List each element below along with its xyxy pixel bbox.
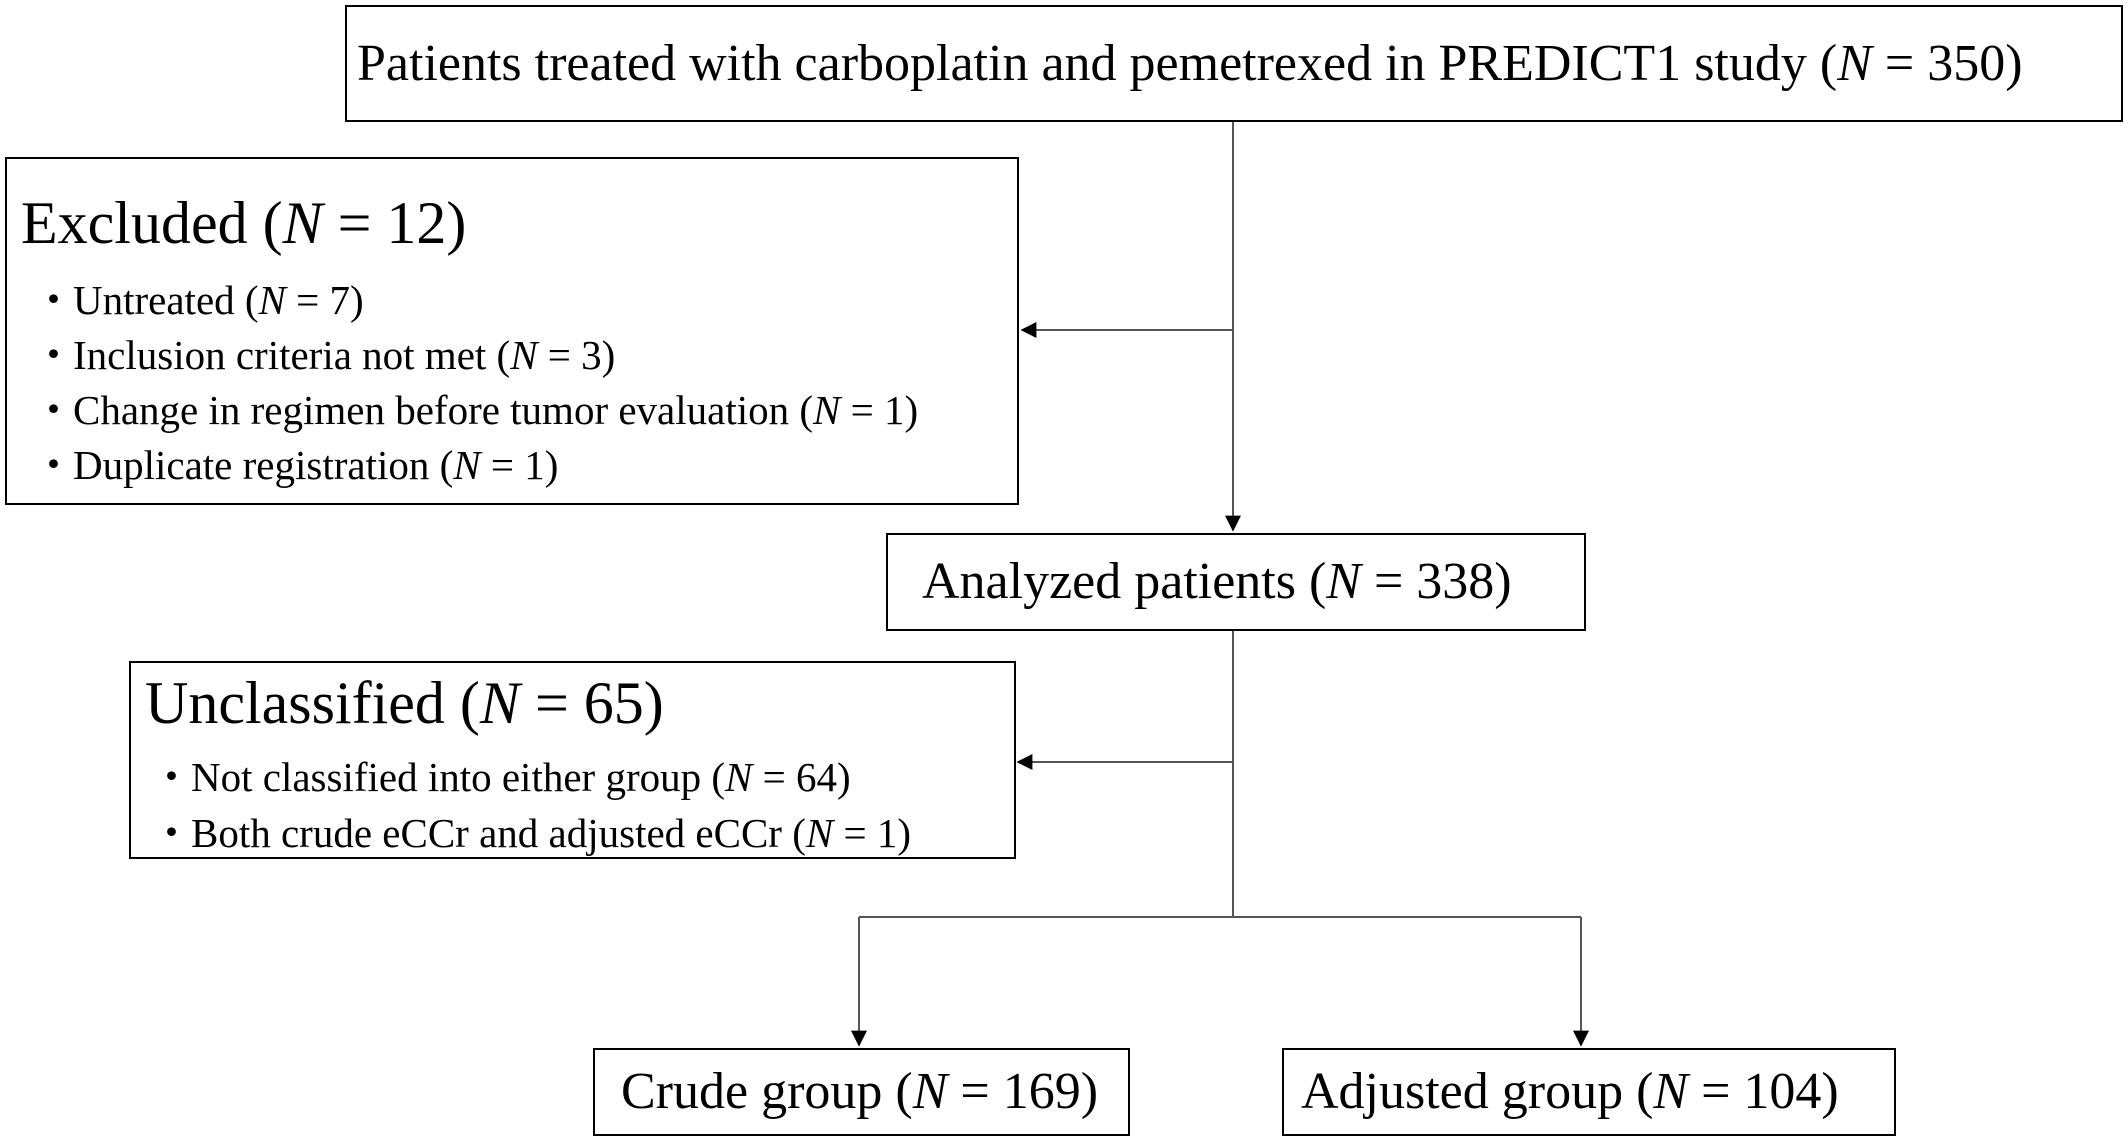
excluded-item: ・Duplicate registration (N = 1) <box>33 442 559 488</box>
excluded-heading: Excluded (N = 12) <box>21 190 467 256</box>
crude-group-label: Crude group (N = 169) <box>621 1063 1099 1120</box>
analyzed-patients-label: Analyzed patients (N = 338) <box>922 553 1512 610</box>
enrolled-patients-label: Patients treated with carboplatin and pe… <box>357 35 2023 92</box>
adjusted-group-box: Adjusted group (N = 104) <box>1282 1048 1896 1136</box>
analyzed-patients-box: Analyzed patients (N = 338) <box>886 533 1586 631</box>
unclassified-heading: Unclassified (N = 65) <box>145 670 664 736</box>
excluded-item: ・Inclusion criteria not met (N = 3) <box>33 332 616 378</box>
crude-group-box: Crude group (N = 169) <box>593 1048 1130 1136</box>
adjusted-group-label: Adjusted group (N = 104) <box>1301 1063 1839 1120</box>
unclassified-item: ・Both crude eCCr and adjusted eCCr (N = … <box>151 810 912 856</box>
excluded-box: Excluded (N = 12) ・Untreated (N = 7) ・In… <box>5 157 1019 505</box>
unclassified-box: Unclassified (N = 65) ・Not classified in… <box>129 661 1016 859</box>
enrolled-patients-box: Patients treated with carboplatin and pe… <box>345 5 2123 122</box>
excluded-item: ・Change in regimen before tumor evaluati… <box>33 387 919 433</box>
excluded-item: ・Untreated (N = 7) <box>33 277 364 323</box>
unclassified-item: ・Not classified into either group (N = 6… <box>151 754 851 800</box>
